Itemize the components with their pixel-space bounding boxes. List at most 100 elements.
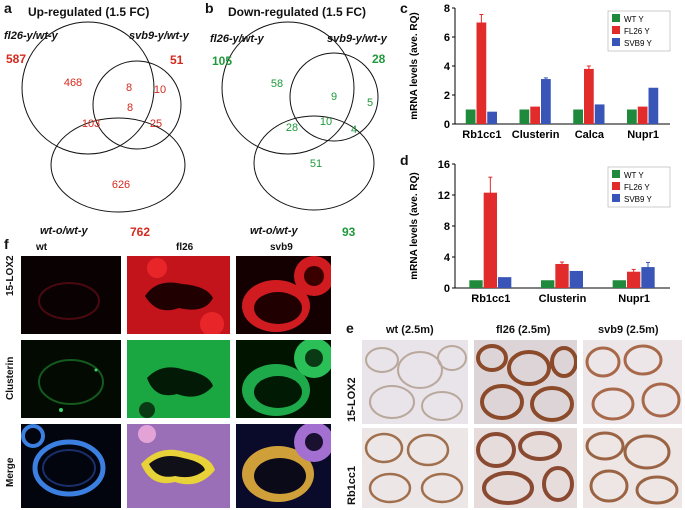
venn-b-only2: 5 [366, 97, 374, 109]
chart-c-bar-Calca-FL26-Y [584, 68, 594, 124]
ihc-fl26-15lox2 [474, 340, 577, 424]
chart-c-bar-Nupr1-SVB9-Y [648, 87, 659, 124]
venn-b-only3: 51 [309, 158, 323, 170]
ihc-wt-15lox2 [362, 340, 468, 424]
chart-c-ytick-label-2: 4 [444, 61, 451, 73]
venn-a-set2-label: svb9-y/wt-y [129, 30, 189, 42]
chart-c-xlabel-0: Rb1cc1 [462, 129, 501, 141]
ihc-svb9-rb1cc1 [583, 428, 682, 508]
chart-c-legend-label-2: SVB9 Y [624, 39, 653, 48]
chart-d-bar-Nupr1-SVB9-Y [641, 267, 655, 288]
chart-c-bar-Nupr1-WT-Y [627, 109, 637, 124]
chart-d-legend-label-0: WT Y [624, 171, 644, 180]
chart-d-legend-swatch-1 [612, 182, 620, 190]
venn-b-title: Down-regulated (1.5 FC) [228, 5, 367, 19]
venn-b-set1-label: fl26-y/wt-y [210, 33, 264, 45]
venn-a-set3-label: wt-o/wt-y [40, 225, 88, 237]
venn-b-r23: 4 [350, 124, 358, 136]
chart-c-bar-Clusterin-FL26-Y [530, 106, 540, 124]
micro-f-svb9-clusterin [236, 340, 331, 418]
venn-a-only3: 626 [111, 179, 131, 191]
venn-b-total1: 105 [212, 54, 233, 68]
venn-a-total1: 587 [6, 52, 27, 66]
venn-b-total3: 93 [342, 225, 356, 239]
micro-f-fl26-merge [127, 424, 230, 508]
bar-chart-c: 0 2 4 6 8 mRNA levels (ave. RQ) Rb1cc1 Clusteri… [409, 3, 671, 141]
chart-d-legend-label-2: SVB9 Y [624, 195, 653, 204]
chart-c-ytick-label-0: 0 [444, 119, 450, 131]
venn-a-only2: 10 [153, 84, 167, 96]
venn-a-r23: 25 [149, 118, 163, 130]
micro-e-row-rb1cc1: Rb1cc1 [346, 465, 358, 505]
venn-a-r123: 8 [126, 102, 134, 114]
panel-label-e: e [346, 320, 354, 336]
ihc-wt-rb1cc1 [362, 428, 468, 508]
micro-f-fl26-clusterin [127, 340, 230, 418]
micro-f-svb9-15lox2 [236, 256, 331, 334]
bar-chart-d: 0 4 8 12 16 mRNA levels (ave. RQ) Rb1cc1 Cluste… [409, 159, 671, 305]
chart-c-bar-Clusterin-SVB9-Y [541, 79, 551, 124]
micro-e-col-wt: wt (2.5m) [386, 324, 434, 336]
chart-d-xlabel-0: Rb1cc1 [471, 293, 510, 305]
chart-c-bar-Rb1cc1-FL26-Y [476, 22, 487, 124]
venn-a-total3: 762 [130, 225, 151, 239]
venn-a-circles [21, 21, 186, 213]
chart-d-legend-swatch-2 [612, 194, 620, 202]
panel-label-a: a [4, 0, 12, 16]
chart-c-bar-Nupr1-FL26-Y [637, 106, 648, 124]
chart-c-bar-Calca-SVB9-Y [594, 104, 605, 124]
chart-d-bar-Rb1cc1-FL26-Y [483, 192, 497, 288]
micro-f-row-merge: Merge [5, 457, 16, 487]
chart-d-xlabel-1: Clusterin [539, 293, 587, 305]
chart-d-bar-Rb1cc1-SVB9-Y [498, 277, 512, 288]
chart-d-bar-Clusterin-SVB9-Y [569, 270, 583, 288]
micro-f-col-fl26: fl26 [176, 242, 194, 253]
chart-c-xlabel-1: Clusterin [512, 129, 560, 141]
micro-f-row-clusterin: Clusterin [5, 356, 16, 400]
venn-b-r12: 9 [330, 91, 338, 103]
chart-c-bar-Clusterin-WT-Y [519, 109, 530, 124]
venn-b-total2: 28 [372, 52, 386, 66]
chart-c-bar-Rb1cc1-SVB9-Y [487, 111, 497, 124]
venn-a-r13: 103 [81, 118, 101, 130]
chart-c-legend-label-0: WT Y [624, 15, 644, 24]
micro-f-fl26-15lox2 [127, 256, 230, 334]
venn-a-set1-label: fl26-y/wt-y [4, 30, 58, 42]
micro-e-row-15lox2: 15-LOX2 [346, 377, 358, 422]
micro-e-col-fl26: fl26 (2.5m) [496, 324, 551, 336]
chart-d-legend-swatch-0 [612, 170, 620, 178]
venn-b-set3-label: wt-o/wt-y [250, 225, 298, 237]
panel-label-d: d [400, 152, 409, 168]
chart-c-ytick-label-1: 2 [444, 90, 450, 102]
chart-d-bar-Clusterin-WT-Y [541, 280, 555, 288]
venn-b-r123: 10 [319, 116, 333, 128]
venn-b-r13: 28 [285, 122, 299, 134]
venn-a-title: Up-regulated (1.5 FC) [28, 5, 150, 19]
ihc-fl26-rb1cc1 [474, 428, 577, 508]
chart-d-bar-Nupr1-FL26-Y [627, 271, 641, 288]
ihc-svb9-15lox2 [583, 340, 682, 424]
panel-label-c: c [400, 0, 408, 16]
venn-a-r12: 8 [125, 82, 133, 94]
chart-d-bar-Clusterin-FL26-Y [555, 263, 569, 288]
chart-d-legend-label-1: FL26 Y [624, 183, 650, 192]
chart-d-ytick-label-4: 16 [438, 159, 450, 171]
chart-c-xlabel-2: Calca [575, 129, 605, 141]
micro-f-row-15lox2: 15-LOX2 [5, 255, 16, 296]
chart-c-legend-label-1: FL26 Y [624, 27, 650, 36]
micro-f-col-svb9: svb9 [270, 242, 293, 253]
chart-c-legend-swatch-2 [612, 38, 620, 46]
chart-d-bar-Rb1cc1-WT-Y [469, 280, 483, 288]
panel-label-f: f [4, 236, 9, 252]
chart-c-legend-swatch-0 [612, 14, 620, 22]
chart-d-ytick-label-1: 4 [444, 252, 451, 264]
venn-b-only1: 58 [270, 78, 284, 90]
chart-d-xlabel-2: Nupr1 [618, 293, 650, 305]
venn-b-circles [221, 21, 379, 211]
micro-f-wt-15lox2 [21, 256, 121, 334]
chart-d-ytick-label-2: 8 [444, 221, 450, 233]
micro-f-wt-clusterin [21, 340, 121, 418]
chart-d-ylabel: mRNA levels (ave. RQ) [409, 172, 420, 279]
panel-label-b: b [205, 0, 214, 16]
chart-d-ytick-label-3: 12 [438, 190, 450, 202]
